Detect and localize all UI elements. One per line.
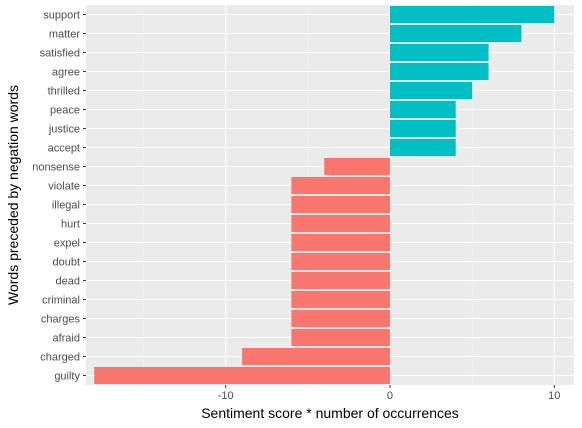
y-tick-label: agree — [52, 67, 80, 79]
y-tick-label: charged — [40, 352, 80, 364]
y-tick-label: peace — [50, 105, 80, 117]
bar-thrilled — [389, 81, 473, 100]
y-tick-label: matter — [49, 29, 81, 41]
bar-accept — [389, 138, 456, 157]
x-tick-label: -10 — [218, 390, 234, 402]
bar-justice — [389, 119, 456, 138]
y-tick-label: justice — [48, 124, 80, 136]
y-axis-tick-labels: support matter satisfied agree thrilled peace… — [32, 10, 86, 383]
y-axis-title: Words preceded by negation words — [5, 85, 21, 305]
y-tick-label: satisfied — [40, 48, 80, 60]
bar-charges — [291, 309, 390, 328]
y-tick-label: guilty — [54, 371, 80, 383]
bar-satisfied — [389, 43, 489, 62]
x-tick-label: 0 — [387, 390, 393, 402]
bar-violate — [291, 176, 390, 195]
y-tick-label: illegal — [52, 200, 80, 212]
bar-peace — [389, 100, 456, 119]
bar-dead — [291, 271, 390, 290]
bar-guilty — [94, 366, 390, 385]
y-tick-label: thrilled — [48, 86, 80, 98]
bar-support — [389, 5, 555, 24]
y-tick-label: afraid — [52, 333, 80, 345]
bar-expel — [291, 233, 390, 252]
bar-criminal — [291, 290, 390, 309]
bar-hurt — [291, 214, 390, 233]
y-tick-label: hurt — [61, 219, 80, 231]
y-tick-label: nonsense — [32, 162, 80, 174]
bar-charged — [242, 347, 390, 366]
bars — [94, 5, 555, 385]
bar-matter — [389, 24, 522, 43]
y-tick-label: charges — [41, 314, 81, 326]
bar-agree — [389, 62, 489, 81]
bar-illegal — [291, 195, 390, 214]
x-axis-title: Sentiment score * number of occurrences — [201, 405, 459, 421]
y-tick-label: accept — [48, 143, 80, 155]
y-tick-label: violate — [48, 181, 80, 193]
y-tick-label: criminal — [42, 295, 80, 307]
y-tick-label: support — [43, 10, 80, 22]
y-tick-label: dead — [56, 276, 80, 288]
y-tick-label: doubt — [52, 257, 80, 269]
bar-nonsense — [324, 157, 390, 176]
bar-afraid — [291, 328, 390, 347]
y-tick-label: expel — [54, 238, 80, 250]
x-axis-tick-labels: -10 0 10 — [218, 385, 560, 402]
x-tick-label: 10 — [548, 390, 560, 402]
bar-doubt — [291, 252, 390, 271]
plot-panel — [86, 5, 574, 385]
